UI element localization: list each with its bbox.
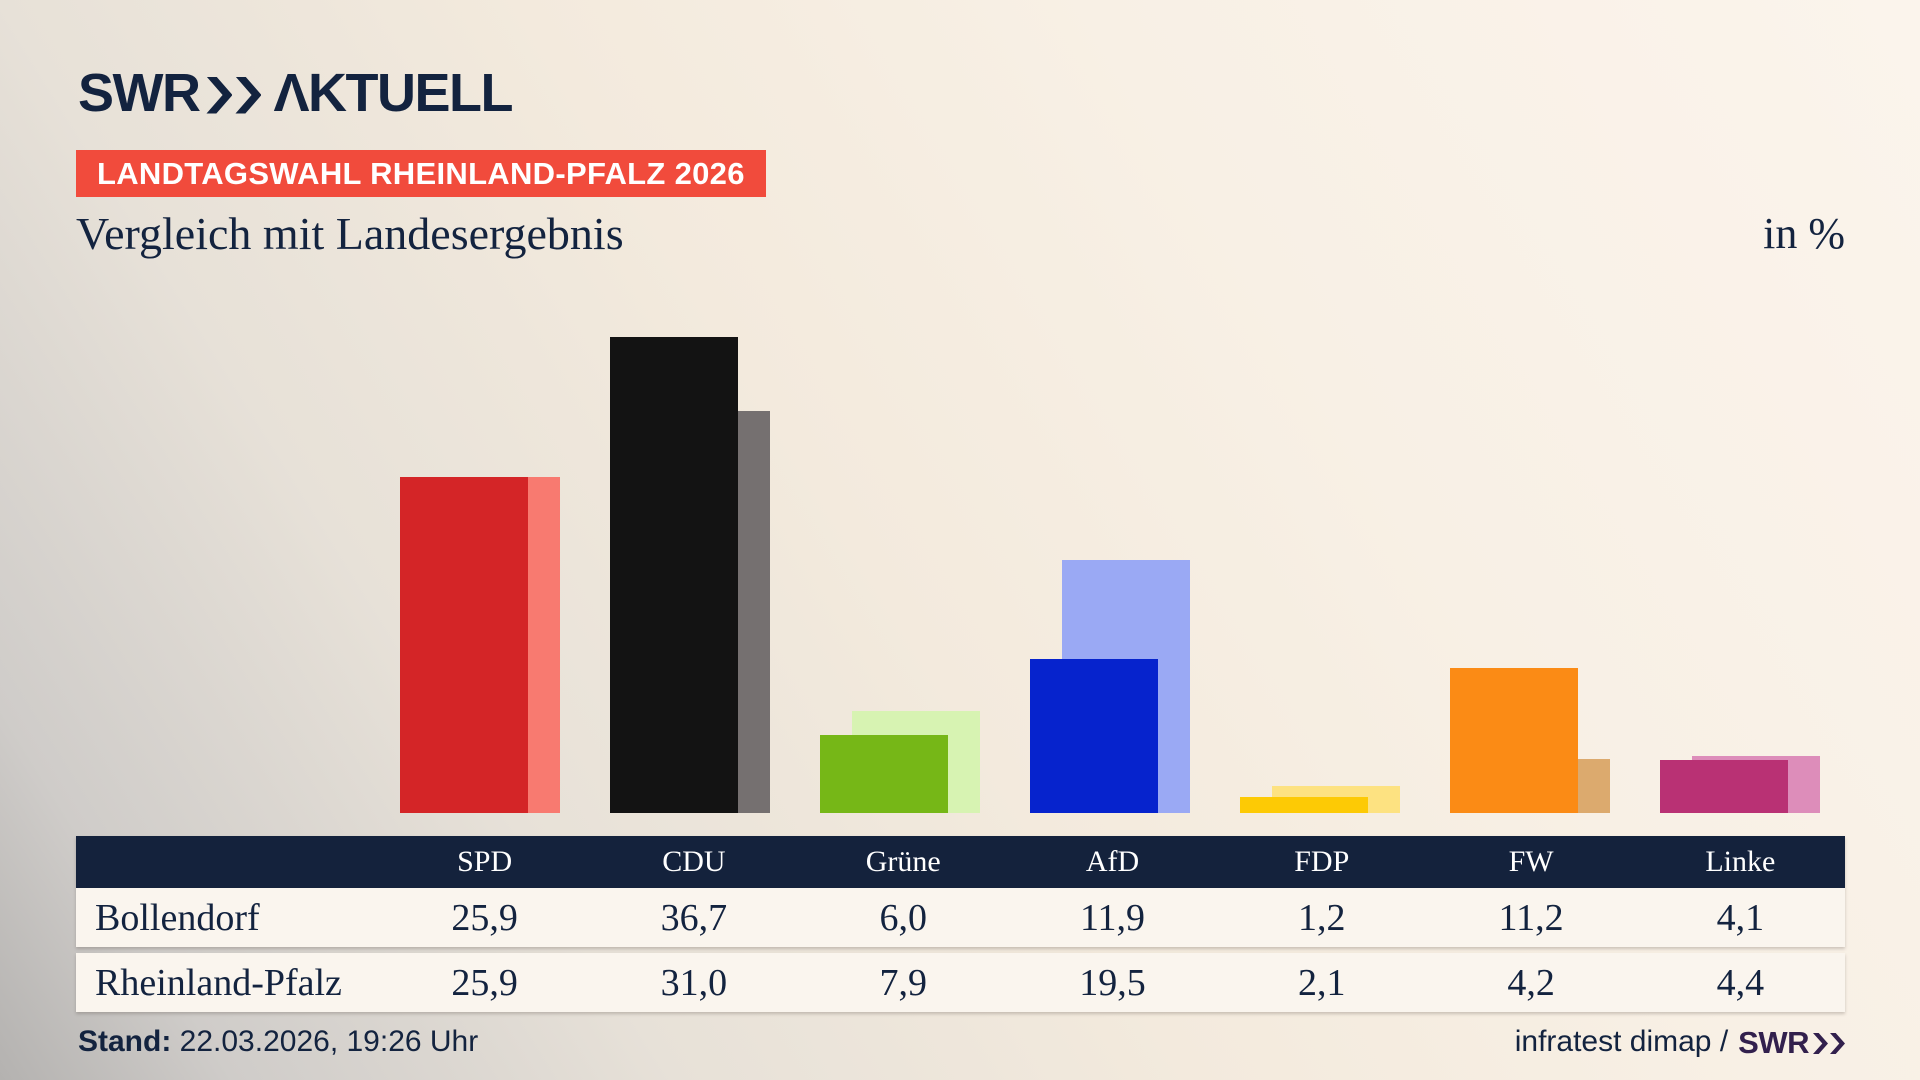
column-header-CDU: CDU [662, 845, 726, 878]
column-header-FDP: FDP [1294, 845, 1350, 878]
value-cell-FW: 11,2 [1498, 896, 1564, 939]
swr-wordmark: SWR [1738, 1024, 1809, 1060]
results-table: SPD CDU Grüne AfD FDP FW Linke Bollendorf 25,9 3… [76, 836, 1845, 1012]
value-cell-AfD: 19,5 [1079, 961, 1146, 1004]
value-cell-FDP: 2,1 [1298, 961, 1346, 1004]
column-header-Grüne: Grüne [865, 845, 941, 878]
row-label: Bollendorf [95, 896, 260, 939]
value-cell-SPD: 25,9 [451, 896, 518, 939]
source-line: infratest dimap / SWR [1515, 1025, 1845, 1059]
value-cell-CDU: 36,7 [660, 896, 728, 939]
double-chevron-icon [1813, 1033, 1845, 1054]
source-brand-logo: SWR [1738, 1027, 1845, 1058]
unit-label: in % [1763, 209, 1845, 258]
column-header-SPD: SPD [457, 845, 513, 878]
chevron-right-icon [1813, 1033, 1828, 1054]
aktuell-wordmark: ΛKTUELL [273, 63, 513, 123]
bar-front-FDP [1240, 797, 1368, 813]
column-header-AfD: AfD [1085, 845, 1140, 878]
value-cell-AfD: 11,9 [1079, 896, 1146, 939]
brand-logo: SWR ΛKTUELL [78, 63, 513, 123]
stand-line: Stand: 22.03.2026, 19:26 Uhr [78, 1025, 478, 1059]
value-cell-CDU: 31,0 [660, 961, 728, 1004]
value-cell-FDP: 1,2 [1298, 896, 1346, 939]
bar-front-FW [1450, 667, 1578, 813]
value-cell-Linke: 4,4 [1716, 961, 1765, 1004]
table-row-Rheinland-Pfalz: Rheinland-Pfalz 25,9 31,0 7,9 19,5 2,1 4,2 4,4 [76, 953, 1845, 1012]
bar-front-AfD [1030, 658, 1158, 813]
bar-front-CDU [610, 337, 738, 813]
chevron-right-icon [1830, 1033, 1845, 1054]
stand-value: 22.03.2026, 19:26 Uhr [179, 1025, 479, 1058]
row-label: Rheinland-Pfalz [95, 961, 342, 1004]
column-header-FW: FW [1508, 845, 1554, 878]
double-chevron-icon [206, 76, 262, 114]
bar-front-SPD [400, 477, 528, 813]
value-cell-Linke: 4,1 [1716, 896, 1765, 939]
value-cell-SPD: 25,9 [451, 961, 518, 1004]
value-cell-FW: 4,2 [1507, 961, 1555, 1004]
stand-label: Stand: [78, 1025, 172, 1058]
swr-wordmark: SWR [78, 63, 201, 123]
page-title: Vergleich mit Landesergebnis [76, 208, 624, 259]
column-header-Linke: Linke [1705, 845, 1776, 878]
value-cell-Grüne: 7,9 [879, 961, 927, 1004]
source-text: infratest dimap / [1514, 1025, 1729, 1058]
election-badge: LANDTAGSWAHL RHEINLAND-PFALZ 2026 [76, 150, 766, 197]
bar-front-Linke [1660, 759, 1788, 813]
value-cell-Grüne: 6,0 [879, 896, 927, 939]
bar-front-Grüne [820, 735, 948, 813]
table-row-Bollendorf: Bollendorf 25,9 36,7 6,0 11,9 1,2 11,2 4,1 [76, 888, 1845, 947]
table-header-row: SPD CDU Grüne AfD FDP FW Linke [76, 836, 1845, 888]
